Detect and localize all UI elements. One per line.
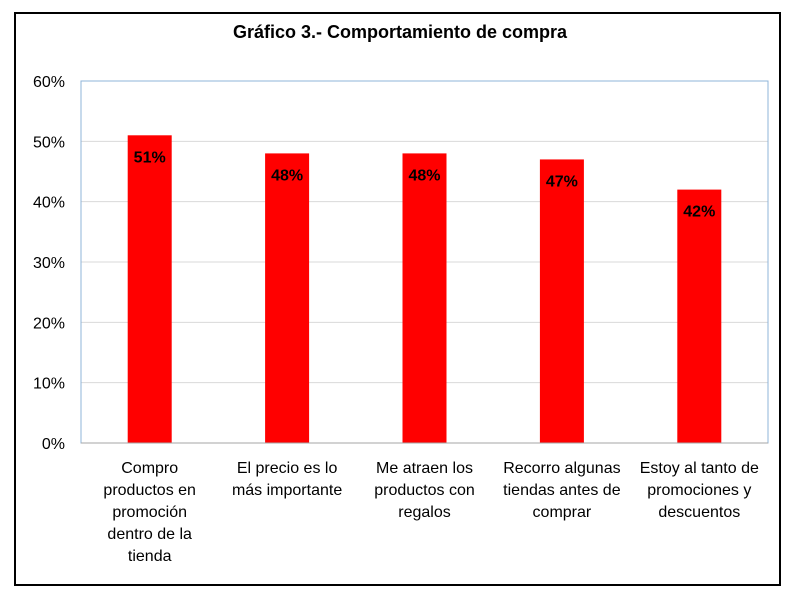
- bar: [677, 189, 722, 443]
- x-category-label-line: Recorro algunas: [503, 460, 621, 477]
- bar: [265, 153, 310, 443]
- x-category-label-line: comprar: [532, 504, 592, 521]
- y-tick-label: 40%: [33, 195, 65, 212]
- x-category-label-line: Estoy al tanto de: [639, 460, 759, 477]
- data-label: 42%: [683, 204, 715, 221]
- x-category-label-line: Me atraen los: [376, 460, 473, 477]
- y-tick-label: 30%: [33, 255, 65, 272]
- y-tick-label: 20%: [33, 315, 65, 332]
- x-category-label-line: descuentos: [658, 504, 741, 521]
- x-category-label: Recorro algunas tiendas antes de comprar: [492, 458, 632, 524]
- bar: [127, 135, 172, 444]
- x-category-label-line: El precio es lo: [236, 460, 338, 477]
- x-category-label-line: Compro: [121, 460, 179, 477]
- y-tick-label: 0%: [42, 436, 65, 453]
- y-tick-label: 60%: [33, 74, 65, 91]
- y-tick-label: 10%: [33, 376, 65, 393]
- x-category-label-line: dentro de la: [107, 526, 192, 543]
- data-label: 48%: [271, 167, 303, 184]
- x-category-label-line: productos en: [103, 482, 196, 499]
- y-tick-label: 50%: [33, 134, 65, 151]
- data-label: 51%: [134, 149, 166, 166]
- x-category-label: Compro productos en promoción dentro de la t…: [80, 458, 220, 568]
- x-category-label-line: promoción: [112, 504, 188, 521]
- x-category-label-line: tienda: [127, 548, 172, 565]
- chart-title: Gráfico 3.- Comportamiento de compra: [232, 22, 568, 42]
- x-category-label: Me atraen los productos con regalos: [355, 458, 495, 524]
- x-category-label-line: regalos: [398, 504, 451, 521]
- data-label: 48%: [408, 167, 440, 184]
- x-category-label-line: más importante: [231, 482, 343, 499]
- x-category-label-line: promociones y: [647, 482, 752, 499]
- x-category-label-line: productos con: [374, 482, 475, 499]
- x-category-label-line: tiendas antes de: [503, 482, 621, 499]
- bar: [402, 153, 447, 443]
- x-category-label: Estoy al tanto de promociones y descuentos: [629, 458, 769, 524]
- data-label: 47%: [546, 173, 578, 190]
- x-category-label: El precio es lo más importante: [217, 458, 357, 502]
- bar: [539, 159, 584, 443]
